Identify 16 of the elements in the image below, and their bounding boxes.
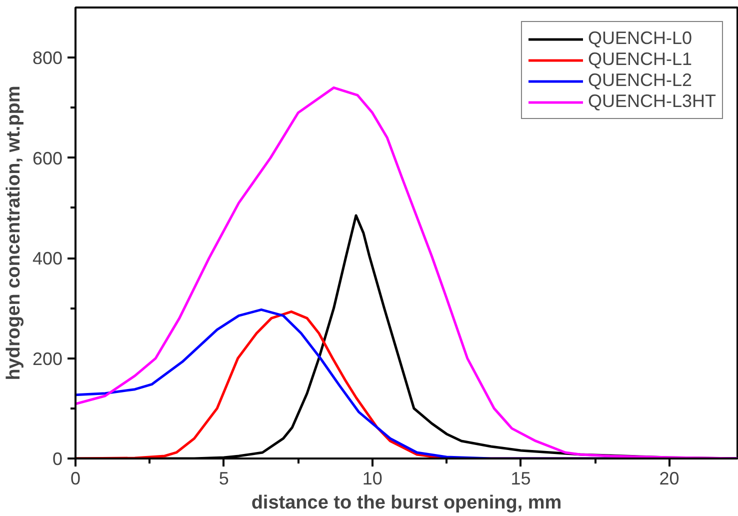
- legend-label: QUENCH-L1: [588, 49, 692, 70]
- y-tick-label: 800: [32, 48, 63, 68]
- x-axis-title: distance to the burst opening, mm: [251, 492, 562, 514]
- legend-label: QUENCH-L0: [588, 28, 692, 49]
- y-tick-label: 200: [32, 348, 63, 369]
- x-tick-label: 0: [70, 468, 81, 488]
- y-axis-title: hydrogen concentration, wt.ppm: [3, 86, 24, 380]
- x-tick-label: 20: [659, 468, 680, 488]
- x-tick-label: 5: [218, 468, 229, 488]
- x-tick-label: 15: [510, 468, 531, 488]
- y-tick-label: 0: [52, 449, 63, 469]
- legend-label: QUENCH-L3HT: [588, 91, 716, 112]
- legend-label: QUENCH-L2: [588, 70, 692, 91]
- y-tick-label: 400: [32, 248, 63, 269]
- x-tick-label: 10: [362, 468, 382, 488]
- y-tick-label: 600: [32, 148, 63, 168]
